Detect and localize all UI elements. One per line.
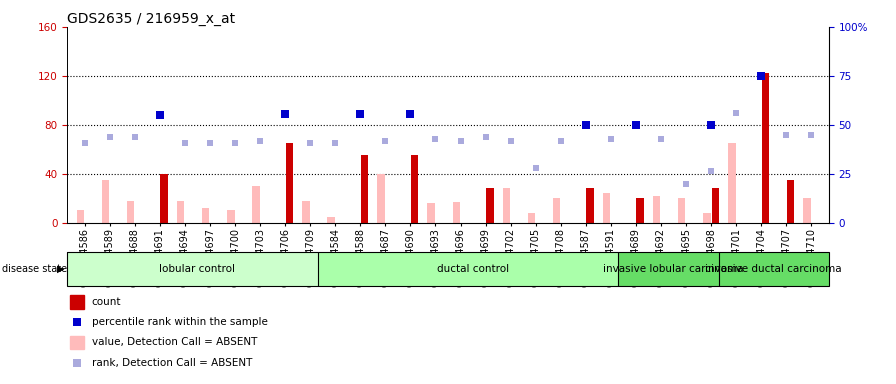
Bar (703, 213, 711, 223)
Bar (202, 208, 210, 223)
Bar (787, 180, 794, 223)
Bar (70, 295, 84, 309)
Text: invasive lobular carcinoma: invasive lobular carcinoma (603, 264, 744, 274)
Bar (762, 73, 769, 223)
Bar (427, 203, 435, 223)
Bar (678, 198, 685, 223)
Text: ductal control: ductal control (437, 264, 509, 274)
Bar (803, 198, 811, 223)
Text: rank, Detection Call = ABSENT: rank, Detection Call = ABSENT (91, 358, 252, 367)
Bar (177, 201, 185, 223)
Bar (503, 189, 510, 223)
Bar (286, 143, 293, 223)
Text: disease state: disease state (2, 264, 67, 274)
Text: percentile rank within the sample: percentile rank within the sample (91, 317, 268, 327)
Bar (77, 210, 84, 223)
Bar (636, 198, 644, 223)
Text: value, Detection Call = ABSENT: value, Detection Call = ABSENT (91, 338, 257, 348)
Bar (252, 186, 260, 223)
Bar (719, 252, 829, 286)
Text: ▶: ▶ (57, 264, 65, 274)
Bar (67, 252, 328, 286)
Text: lobular control: lobular control (159, 264, 236, 274)
Bar (618, 252, 728, 286)
Bar (302, 201, 310, 223)
Bar (411, 156, 418, 223)
Bar (127, 201, 134, 223)
Text: count: count (91, 297, 121, 307)
Text: invasive ductal carcinoma: invasive ductal carcinoma (705, 264, 842, 274)
Text: GDS2635 / 216959_x_at: GDS2635 / 216959_x_at (67, 12, 236, 26)
Bar (452, 202, 460, 223)
Bar (603, 194, 610, 223)
Bar (528, 213, 535, 223)
Bar (361, 156, 368, 223)
Bar (653, 196, 660, 223)
Bar (586, 189, 594, 223)
Bar (553, 198, 560, 223)
Bar (487, 189, 494, 223)
Bar (728, 143, 736, 223)
Bar (102, 180, 109, 223)
Bar (327, 217, 335, 223)
Bar (227, 210, 235, 223)
Bar (711, 189, 719, 223)
Bar (160, 174, 168, 223)
Bar (377, 174, 385, 223)
Bar (70, 336, 84, 349)
Bar (318, 252, 628, 286)
